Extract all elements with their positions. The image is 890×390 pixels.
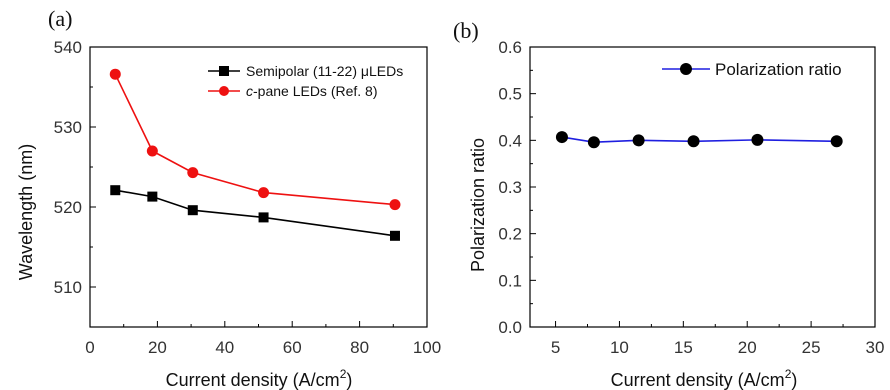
legend-label-semipolar: Semipolar (11-22) μLEDs [246, 63, 403, 79]
panel-b-series-0-point [632, 134, 645, 147]
panel-a-x-tick-label: 60 [283, 338, 302, 357]
panel-b-series-0-point [687, 135, 700, 148]
legend-label-polarization: Polarization ratio [715, 60, 842, 79]
panel-b-x-tick-label: 15 [674, 338, 693, 357]
panel-b-plot-frame [529, 46, 876, 328]
panel-a-y-axis-label: Wavelength (nm) [16, 144, 36, 280]
panel-b-series-0-point [587, 136, 600, 149]
panel-b-y-tick-label: 0.5 [498, 85, 522, 104]
panel-b-y-tick-label: 0.1 [498, 271, 522, 290]
panel-b-y-tick-label: 0.4 [498, 131, 522, 150]
panel-a-x-tick-label: 20 [148, 338, 167, 357]
panel-b-label: (b) [453, 18, 479, 43]
panel-a-series-0-point [110, 185, 121, 196]
panel-a-series-1-point [389, 199, 401, 211]
panel-b-x-tick-label: 5 [551, 338, 560, 357]
panel-a-legend: Semipolar (11-22) μLEDs c-pane LEDs (Ref… [208, 63, 403, 99]
legend-marker-semipolar [219, 66, 229, 76]
legend-marker-polarization [680, 63, 692, 75]
panel-a-y-tick-label: 510 [54, 278, 82, 297]
panel-a-x-tick-label: 40 [215, 338, 234, 357]
panel-b-series-0-point [830, 135, 843, 148]
panel-a-y-tick-label: 540 [54, 38, 82, 57]
panel-a-series-1-point [109, 68, 121, 80]
legend-marker-cplane [219, 86, 229, 96]
panel-b-x-tick-label: 10 [610, 338, 629, 357]
panel-a-series-1-point [187, 167, 199, 179]
legend-label-cplane: c-pane LEDs (Ref. 8) [246, 83, 378, 99]
panel-b-y-tick-label: 0.3 [498, 178, 522, 197]
panel-a-series-0-point [187, 205, 198, 216]
panel-b-y-tick-label: 0.0 [498, 318, 522, 337]
panel-a-y-tick-label: 520 [54, 198, 82, 217]
panel-b-x-axis-label: Current density (A/cm2) [611, 367, 798, 390]
panel-a-x-tick-label: 100 [413, 338, 441, 357]
panel-a-y-tick-label: 530 [54, 118, 82, 137]
panel-b-legend: Polarization ratio [662, 60, 842, 79]
panel-b-x-tick-label: 30 [866, 338, 885, 357]
panel-b-x-tick-label: 25 [802, 338, 821, 357]
panel-a-series-1-point [146, 145, 158, 157]
panel-b-series-0-point [555, 131, 568, 144]
panel-a-x-tick-label: 0 [85, 338, 94, 357]
panel-b-y-tick-label: 0.2 [498, 225, 522, 244]
panel-a-x-axis-label: Current density (A/cm2) [166, 367, 353, 390]
panel-a-series-0-point [258, 212, 269, 223]
panel-a-x-tick-label: 80 [350, 338, 369, 357]
panel-b-x-tick-label: 20 [738, 338, 757, 357]
panel-a-series-1-point [258, 187, 270, 199]
panel-b-y-tick-label: 0.6 [498, 38, 522, 57]
panel-a-label: (a) [48, 6, 72, 31]
panel-a-series-0-point [389, 230, 400, 241]
panel-b-y-axis-label: Polarization ratio [468, 138, 488, 272]
panel-b-series-0-point [751, 133, 764, 146]
panel-a-series-0-point [147, 191, 158, 202]
